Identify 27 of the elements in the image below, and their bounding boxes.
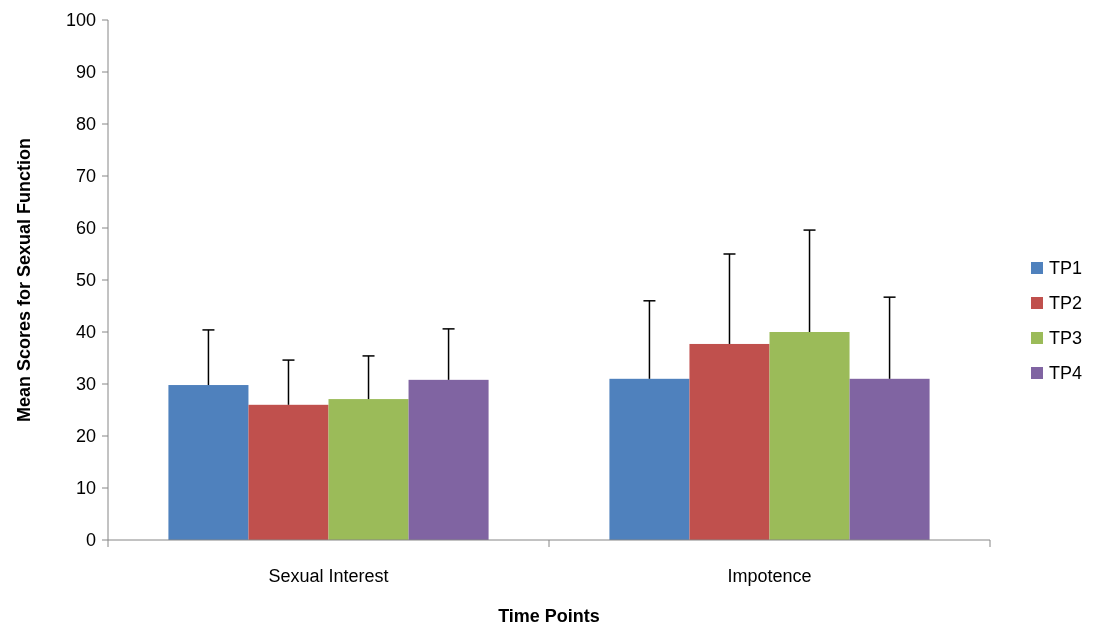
bar	[769, 332, 850, 540]
y-tick-label: 60	[75, 218, 96, 239]
bar	[849, 378, 930, 540]
legend-label: TP1	[1049, 258, 1083, 279]
x-tick-label: Sexual Interest	[268, 566, 389, 586]
bar	[408, 379, 489, 540]
legend-label: TP2	[1049, 293, 1083, 314]
bar	[248, 404, 329, 540]
y-tick-label: 50	[75, 270, 96, 291]
x-tick-label: Impotence	[727, 566, 812, 586]
y-tick-label: 20	[75, 426, 96, 447]
y-tick-label: 30	[75, 374, 96, 395]
y-tick-label: 40	[75, 322, 96, 343]
legend-label: TP4	[1049, 363, 1083, 384]
y-tick-label: 0	[85, 530, 96, 551]
bar	[168, 385, 249, 540]
y-tick-label: 70	[75, 166, 96, 187]
y-tick-label: 90	[75, 62, 96, 83]
bar	[609, 378, 690, 540]
bar	[689, 343, 770, 540]
y-tick-label: 10	[75, 478, 96, 499]
bar	[328, 399, 409, 540]
y-axis-title: Mean Scores for Sexual Function	[14, 137, 35, 423]
y-tick-label: 100	[65, 10, 96, 31]
x-axis-title: Time Points	[498, 606, 600, 626]
y-tick-label: 80	[75, 114, 96, 135]
legend-label: TP3	[1049, 328, 1083, 349]
